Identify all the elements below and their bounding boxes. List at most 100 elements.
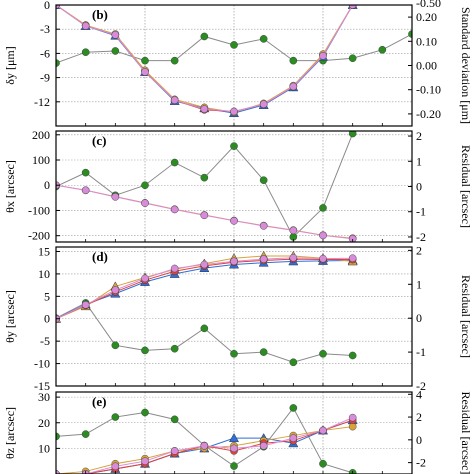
data-point-3-2-10 [348,422,357,431]
data-point-0-4-1 [81,22,90,30]
data-point-0-0-1 [81,48,90,56]
y-tick-label-right: 4 [416,387,422,401]
data-point-0-4-9 [319,52,327,60]
data-point-0-4-5 [200,105,209,113]
data-point-2-4-3 [141,274,149,283]
y-tick-label-right: 0 [416,433,422,447]
y-tick-label-left: 30 [38,390,50,404]
data-point-0-0-10 [348,54,357,63]
data-point-2-0-9 [319,349,327,358]
data-point-3-4-2 [111,462,120,471]
data-point-0-4-4 [170,96,179,104]
data-point-3-4-4 [170,447,179,455]
series-line-2-0 [56,302,353,363]
data-point-2-4-2 [111,286,120,294]
data-point-3-0-1 [81,430,90,438]
y-tick-label-left: -6 [40,46,50,60]
y-axis-label-right: Residual [arcsec] [459,145,473,228]
data-point-0-0-7 [259,35,268,43]
y-tick-label-left: 0 [44,178,50,192]
data-point-1-2-9 [319,231,327,240]
data-point-0-0-3 [141,56,149,65]
data-point-0-4-2 [111,31,120,39]
data-point-3-4-9 [319,426,327,435]
y-axis-label-left: δy [μm] [3,46,17,84]
data-point-2-0-6 [230,349,238,358]
data-point-1-0-7 [259,176,268,184]
data-point-3-0-3 [141,408,149,417]
y-tick-label-left: 100 [32,153,50,167]
data-point-3-4-10 [348,413,357,422]
y-tick-label-left: -15 [34,379,50,393]
data-point-0-0-11 [378,45,387,54]
y-tick-label-left: 200 [32,128,50,142]
data-point-0-4-3 [141,68,149,76]
panel-label: (c) [92,133,106,148]
data-point-2-4-5 [200,260,209,269]
y-tick-label-left: -12 [34,95,50,109]
data-point-3-0-4 [170,415,179,424]
data-point-1-2-2 [111,193,120,201]
data-point-3-0-8 [289,404,298,412]
data-point-1-2-7 [259,222,268,230]
data-point-3-0-2 [111,413,120,421]
data-point-0-0-6 [230,41,238,49]
y-tick-label-right: 1 [416,154,422,168]
data-point-1-2-1 [81,186,90,195]
y-tick-label-left: -5 [40,334,50,348]
y-axis-label-left: θx [arcsec] [3,160,17,213]
data-point-0-0-5 [200,32,209,41]
y-tick-label-right-partial: -0.50 [416,0,441,10]
series-line-3-0 [56,407,353,474]
y-axis-label-left: θy [arcsec] [3,290,17,343]
data-point-3-4-6 [230,444,238,453]
data-point-3-4-8 [289,434,298,442]
y-tick-label-left: -100 [28,203,50,217]
data-point-2-0-5 [200,324,209,333]
y-tick-label-right: 0 [416,180,422,194]
data-point-0-0-4 [170,56,179,65]
data-point-1-0-10 [348,131,357,138]
y-tick-label-left: 20 [38,416,50,430]
data-point-2-4-9 [319,254,327,263]
data-point-3-4-3 [141,457,149,465]
data-point-1-2-4 [170,205,179,214]
panel-frame [55,391,413,474]
data-point-1-0-1 [81,168,90,177]
data-point-0-4-10 [348,5,357,9]
data-point-0-4-7 [259,100,268,109]
data-point-1-2-5 [200,211,209,220]
y-tick-label-right: 0.10 [416,34,437,48]
y-tick-label-right: 0 [416,311,422,325]
data-point-2-0-2 [111,341,120,350]
data-point-0-0-8 [289,56,298,65]
y-axis-label-right: Standard deviation [μm] [459,7,473,124]
data-point-3-4-5 [200,442,209,450]
y-tick-label-right: 0.20 [416,10,437,24]
data-point-3-0-9 [319,459,327,468]
data-point-2-0-10 [348,351,357,360]
data-point-2-0-3 [141,346,149,355]
y-tick-label-right: -1 [416,345,426,359]
data-point-3-4-7 [259,442,268,450]
data-point-2-4-10 [348,254,357,263]
y-tick-label-right: -2 [416,230,426,244]
data-point-2-4-1 [81,301,90,309]
y-tick-label-right: -1 [416,205,426,219]
data-point-0-4-8 [289,82,298,91]
y-tick-label-right: -0.10 [416,83,441,97]
data-point-2-0-7 [259,348,268,356]
y-tick-label-right: -2 [416,456,426,470]
y-tick-label-left: -200 [28,229,50,243]
data-point-2-0-4 [170,344,179,353]
data-point-1-2-3 [141,199,149,207]
y-tick-label-left: 0 [44,312,50,326]
y-tick-label-right: -0.20 [416,107,441,121]
panel-label: (e) [92,394,106,409]
y-tick-label-left: 15 [38,244,50,258]
y-tick-label-left: 10 [38,441,50,455]
data-point-3-0-6 [230,462,238,470]
y-axis-label-right: Residual [arcsec] [459,275,473,358]
data-point-2-4-4 [170,264,179,273]
